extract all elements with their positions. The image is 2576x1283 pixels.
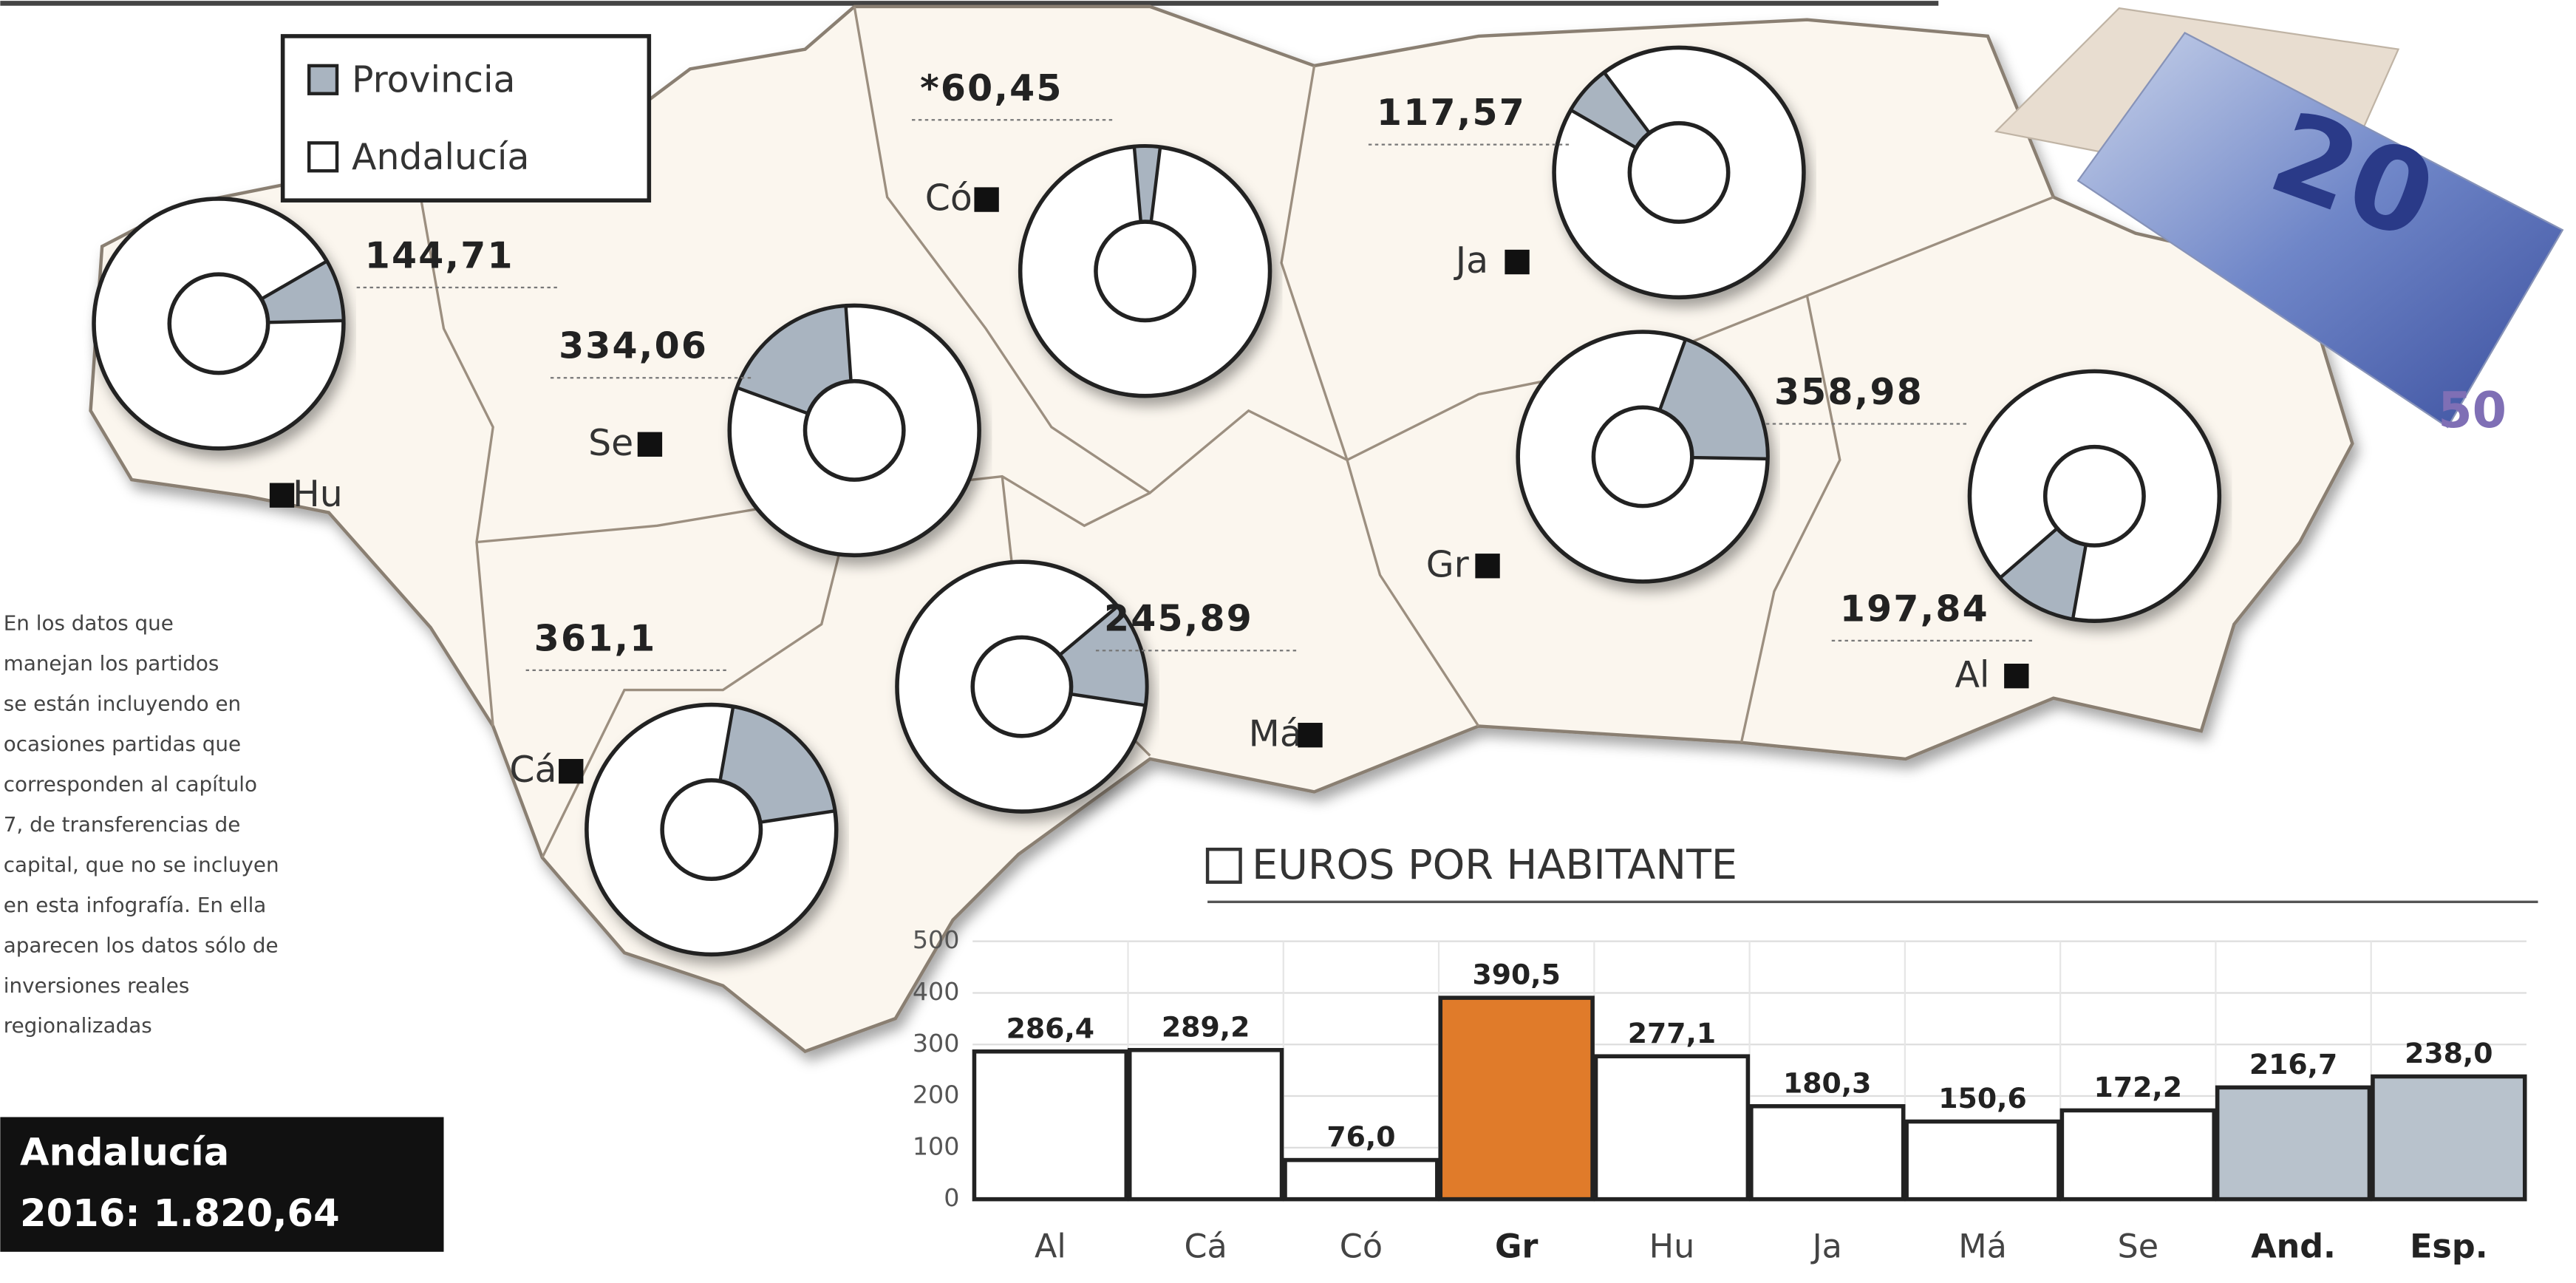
title-icon (1207, 849, 1240, 882)
x-tick-label: And. (2251, 1228, 2336, 1265)
legend-label: Andalucía (352, 136, 529, 178)
donut-hole (2045, 447, 2144, 545)
x-tick-label: Có (1340, 1228, 1383, 1265)
bar (2373, 1077, 2525, 1199)
donut-hole (169, 274, 268, 372)
value-label: 390,5 (1472, 959, 1560, 991)
legend-swatch (309, 143, 337, 171)
y-tick-label: 200 (913, 1080, 960, 1109)
y-tick-label: 300 (913, 1029, 960, 1058)
legend: Provincia Andalucía (283, 36, 650, 200)
note-line: corresponden al capítulo (4, 772, 257, 796)
value-label: 197,84 (1840, 588, 1989, 630)
note-line: inversiones reales (4, 973, 190, 998)
bar (2218, 1087, 2370, 1199)
value-label: 144,71 (365, 234, 514, 276)
province-marker (1475, 554, 1499, 578)
province-marker (1505, 250, 1529, 274)
province-marker (974, 187, 998, 211)
total-title: Andalucía (20, 1131, 229, 1175)
note-line: En los datos que (4, 611, 174, 636)
donut-hole (805, 381, 903, 480)
infographic: 20 50 Provincia Andalucía Andalucía 2016… (0, 0, 2576, 1283)
province-code: Al (1955, 653, 1989, 695)
value-label: 277,1 (1628, 1017, 1716, 1049)
province-code: Má (1249, 712, 1302, 755)
note-line: aparecen los datos sólo de (4, 933, 279, 957)
total-label: 2016: 1.820,64 (20, 1192, 340, 1236)
x-tick-label: Má (1958, 1228, 2007, 1265)
bar (1751, 1106, 1904, 1199)
y-tick-label: 500 (913, 925, 960, 954)
value-label: 238,0 (2405, 1037, 2492, 1069)
province-marker (638, 432, 662, 457)
banknote-50: 50 (2438, 381, 2507, 439)
bar (1596, 1056, 1748, 1199)
note-line: manejan los partidos (4, 651, 219, 675)
y-tick-label: 0 (944, 1183, 959, 1212)
bar (1285, 1160, 1437, 1199)
y-tick-label: 100 (913, 1131, 960, 1160)
note-line: capital, que no se incluyen (4, 852, 279, 877)
value-label: 76,0 (1326, 1120, 1395, 1153)
bar (2062, 1110, 2214, 1199)
province-marker (2004, 664, 2028, 688)
value-label: 334,06 (559, 325, 708, 367)
value-label: 245,89 (1104, 598, 1253, 640)
value-label: 180,3 (1783, 1066, 1871, 1099)
x-tick-label: Se (2118, 1228, 2159, 1265)
value-label: 150,6 (1938, 1082, 2026, 1114)
bar (974, 1052, 1126, 1199)
x-tick-label: Al (1035, 1228, 1066, 1265)
donut-hole (1096, 222, 1194, 320)
x-tick-label: Hu (1649, 1228, 1695, 1265)
note-line: en esta infografía. En ella (4, 893, 267, 917)
province-code: Cá (509, 749, 556, 791)
value-label: 172,2 (2094, 1071, 2182, 1103)
legend-swatch (309, 66, 337, 94)
province-code: Hu (293, 473, 343, 515)
x-tick-label: Esp. (2410, 1228, 2488, 1265)
donut-hole (972, 637, 1071, 735)
bar (1130, 1050, 1282, 1199)
value-label: *60,45 (920, 67, 1063, 109)
province-marker (559, 759, 583, 783)
note-line: regionalizadas (4, 1013, 152, 1038)
province-code: Gr (1426, 543, 1470, 585)
donut-hole (662, 780, 760, 879)
bar-title: EUROS POR HABITANTE (1252, 841, 1737, 889)
x-tick-label: Ja (1810, 1228, 1842, 1265)
province-marker (1298, 723, 1322, 747)
note-line: ocasiones partidas que (4, 732, 241, 756)
value-label: 286,4 (1006, 1012, 1094, 1044)
value-label: 117,57 (1377, 92, 1526, 134)
value-label: 358,98 (1774, 371, 1924, 413)
value-label: 361,1 (534, 617, 657, 659)
value-label: 216,7 (2249, 1048, 2337, 1080)
legend-label: Provincia (352, 59, 516, 101)
note-line: se están incluyendo en (4, 692, 241, 716)
province-code: Có (925, 177, 972, 219)
y-tick-label: 400 (913, 977, 960, 1006)
donut-hole (1629, 123, 1728, 222)
x-tick-label: Gr (1495, 1228, 1538, 1265)
province-marker (270, 483, 294, 508)
province-code: Se (588, 422, 633, 464)
donut-hole (1593, 407, 1691, 506)
x-tick-label: Cá (1185, 1228, 1227, 1265)
value-label: 289,2 (1162, 1010, 1250, 1043)
note-line: 7, de transferencias de (4, 812, 241, 837)
bar (1907, 1122, 2059, 1199)
province-code: Ja (1454, 239, 1488, 282)
bar (1440, 998, 1592, 1199)
